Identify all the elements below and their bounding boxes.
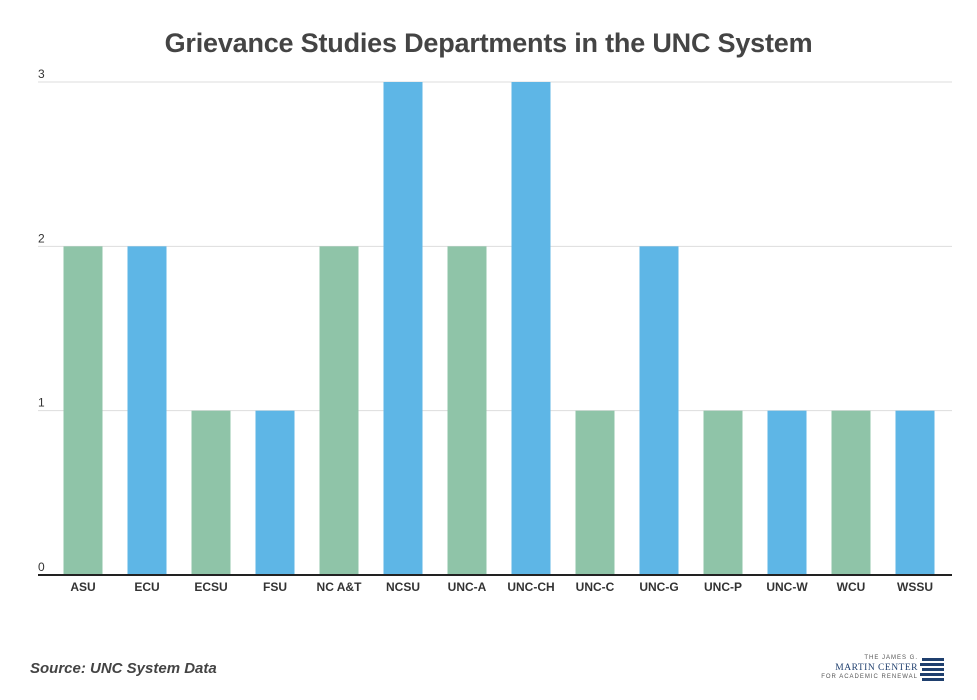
bar-wssu bbox=[895, 410, 935, 575]
bar-unc-ch bbox=[511, 82, 551, 575]
x-tick-label: NCSU bbox=[386, 580, 420, 594]
bar-ncsu bbox=[383, 82, 423, 575]
bar-ecsu bbox=[191, 410, 231, 575]
x-tick-label: WCU bbox=[837, 580, 866, 594]
bar-asu bbox=[63, 246, 103, 576]
x-tick-label: ECSU bbox=[194, 580, 227, 594]
y-tick-label: 2 bbox=[38, 231, 45, 245]
bar-nc-a-t bbox=[319, 246, 359, 576]
x-tick-label: WSSU bbox=[897, 580, 933, 594]
y-tick-label: 1 bbox=[38, 396, 45, 410]
bar-ecu bbox=[127, 246, 167, 576]
bar-unc-w bbox=[767, 410, 807, 575]
y-tick-label: 0 bbox=[38, 560, 45, 574]
x-tick-label: ECU bbox=[134, 580, 159, 594]
grid-lines bbox=[38, 81, 952, 412]
logo-line-3: FOR ACADEMIC RENEWAL bbox=[821, 674, 918, 680]
martin-center-logo: THE JAMES G. MARTIN CENTER FOR ACADEMIC … bbox=[821, 655, 946, 685]
x-tick-label: UNC-P bbox=[704, 580, 742, 594]
x-tick-label: UNC-A bbox=[448, 580, 487, 594]
bar-unc-g bbox=[639, 246, 679, 576]
bar-wcu bbox=[831, 410, 871, 575]
x-tick-label: NC A&T bbox=[317, 580, 363, 594]
bar-unc-a bbox=[447, 246, 487, 576]
logo-line-1: THE JAMES G. bbox=[864, 655, 918, 661]
axes: 0 1 2 3 ASU ECU ECSU FSU NC A&T NCSU UNC-A UNC-CH UN… bbox=[38, 67, 952, 594]
bar-unc-p bbox=[703, 410, 743, 575]
x-tick-label: UNC-W bbox=[766, 580, 808, 594]
source-note: Source: UNC System Data bbox=[30, 660, 217, 677]
logo-line-2: MARTIN CENTER bbox=[835, 663, 918, 673]
chart-title: Grievance Studies Departments in the UNC… bbox=[164, 28, 813, 58]
x-tick-label: UNC-G bbox=[639, 580, 678, 594]
x-tick-label: ASU bbox=[70, 580, 95, 594]
bar-unc-c bbox=[575, 410, 615, 575]
bars bbox=[63, 82, 935, 576]
bar-fsu bbox=[255, 410, 295, 575]
y-tick-label: 3 bbox=[38, 67, 45, 81]
x-tick-label: FSU bbox=[263, 580, 287, 594]
books-icon bbox=[920, 658, 944, 681]
x-tick-label: UNC-C bbox=[576, 580, 615, 594]
x-tick-label: UNC-CH bbox=[507, 580, 554, 594]
